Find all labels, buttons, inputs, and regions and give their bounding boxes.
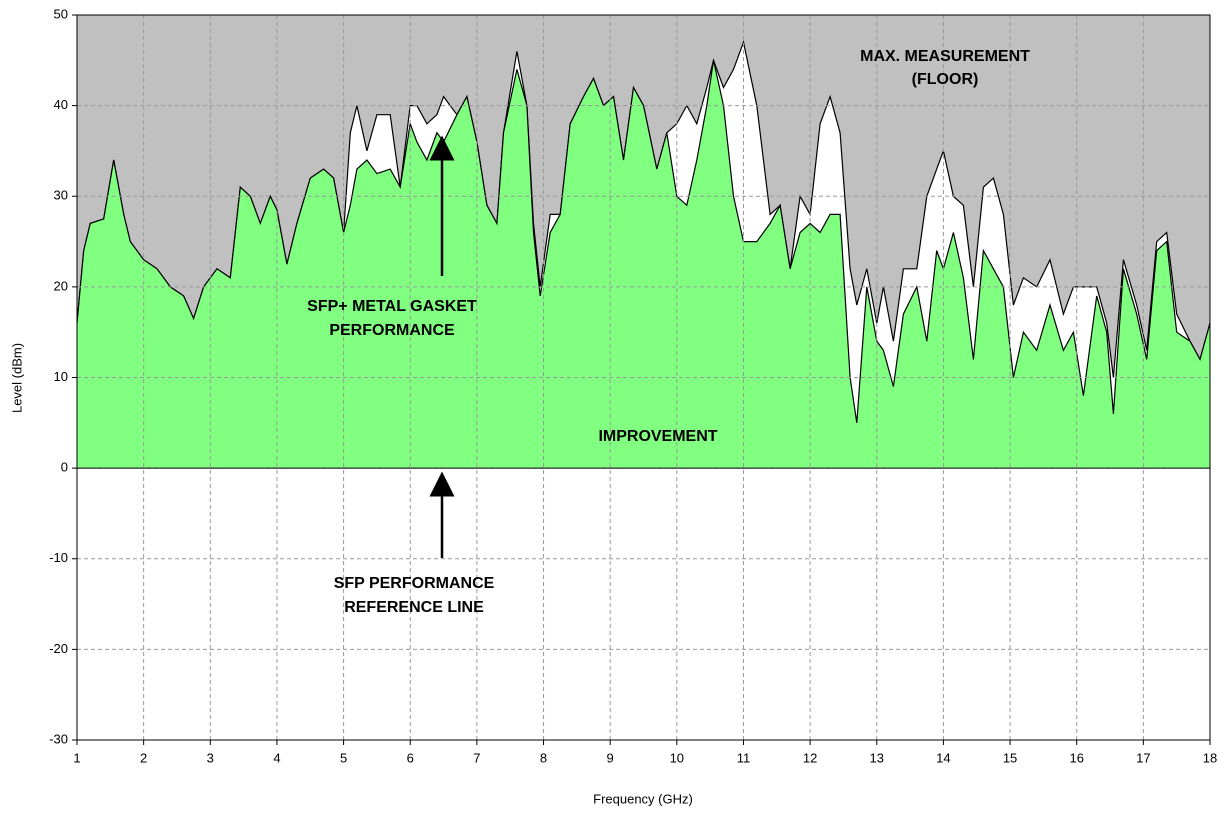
x-tick-label: 3 [207,750,214,765]
y-tick-label: 30 [54,188,68,203]
x-tick-label: 10 [670,750,684,765]
x-tick-label: 4 [273,750,280,765]
annotation: IMPROVEMENT [598,428,717,445]
x-tick-label: 14 [936,750,950,765]
annotation: REFERENCE LINE [344,599,484,616]
y-tick-label: 50 [54,6,68,21]
y-tick-label: -30 [49,731,68,746]
x-tick-label: 8 [540,750,547,765]
plot-area [76,14,1211,741]
x-tick-label: 11 [737,750,751,765]
x-tick-label: 9 [607,750,614,765]
y-tick-label: 40 [54,97,68,112]
x-tick-label: 18 [1203,750,1217,765]
x-tick-label: 1 [73,750,80,765]
y-axis-label: Level (dBm) [9,343,24,413]
x-tick-label: 16 [1069,750,1083,765]
y-tick-label: 10 [54,369,68,384]
y-tick-label: 20 [54,278,68,293]
x-tick-label: 5 [340,750,347,765]
x-tick-label: 6 [407,750,414,765]
annotation: PERFORMANCE [329,322,455,339]
area-line [76,60,1211,423]
x-tick-label: 7 [473,750,480,765]
y-tick-label: 0 [61,460,68,475]
area-fill [77,60,1210,469]
x-tick-label: 17 [1136,750,1150,765]
x-tick-label: 2 [140,750,147,765]
annotation: SFP+ METAL GASKET [307,298,477,315]
annotation: SFP PERFORMANCE [334,575,495,592]
annotation: MAX. MEASUREMENT [860,48,1030,65]
plot-frame [76,14,1211,741]
x-tick-label: 13 [870,750,884,765]
x-tick-label: 15 [1003,750,1017,765]
x-tick-label: 12 [803,750,817,765]
y-tick-label: -20 [49,641,68,656]
annotation: (FLOOR) [912,71,979,88]
x-axis-label: Frequency (GHz) [593,791,693,806]
y-tick-label: -10 [49,550,68,565]
